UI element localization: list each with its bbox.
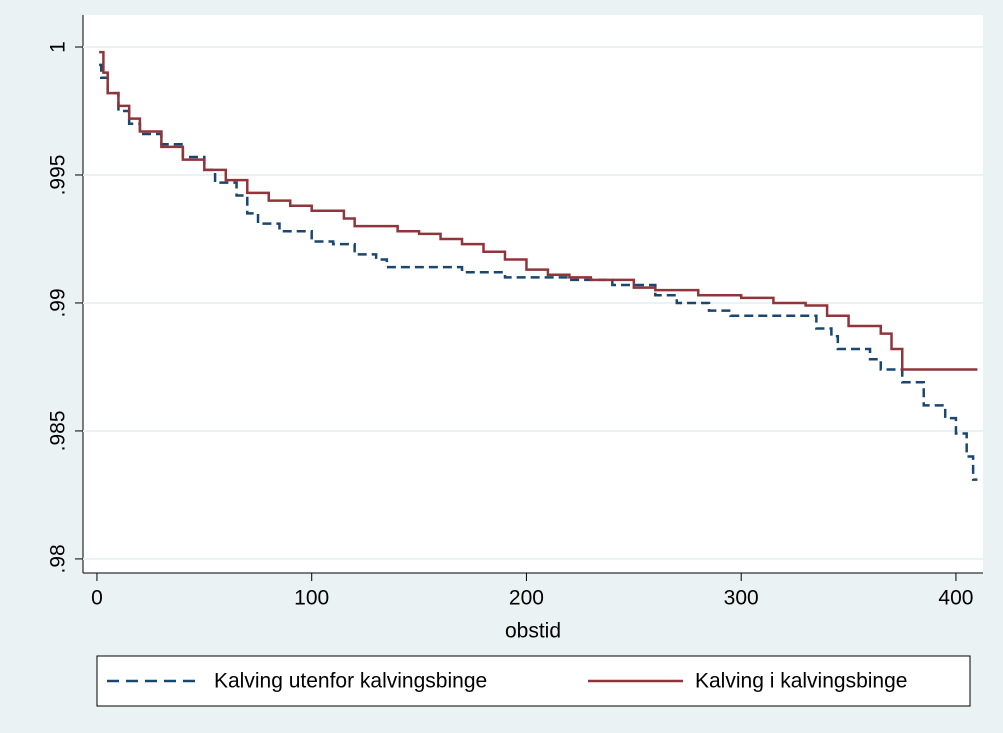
- legend: [96, 655, 971, 707]
- y-tick-label: .98: [47, 544, 70, 573]
- x-axis-label: obstid: [505, 620, 561, 643]
- km-line: [99, 63, 978, 481]
- x-tick-label: 400: [938, 587, 973, 610]
- km-line: [99, 50, 978, 371]
- x-tick-label: 300: [724, 587, 759, 610]
- plot-area: [83, 15, 983, 573]
- y-tick-label: .995: [47, 155, 70, 196]
- x-tick-label: 0: [91, 587, 103, 610]
- legend-label: Kalving i kalvingsbinge: [695, 670, 907, 693]
- y-tick-label: .99: [47, 288, 70, 317]
- x-tick-label: 200: [509, 587, 544, 610]
- y-tick-label: 1: [47, 41, 70, 53]
- legend-label: Kalving utenfor kalvingsbinge: [214, 670, 487, 693]
- x-tick-label: 100: [294, 587, 329, 610]
- y-tick-label: .985: [47, 411, 70, 452]
